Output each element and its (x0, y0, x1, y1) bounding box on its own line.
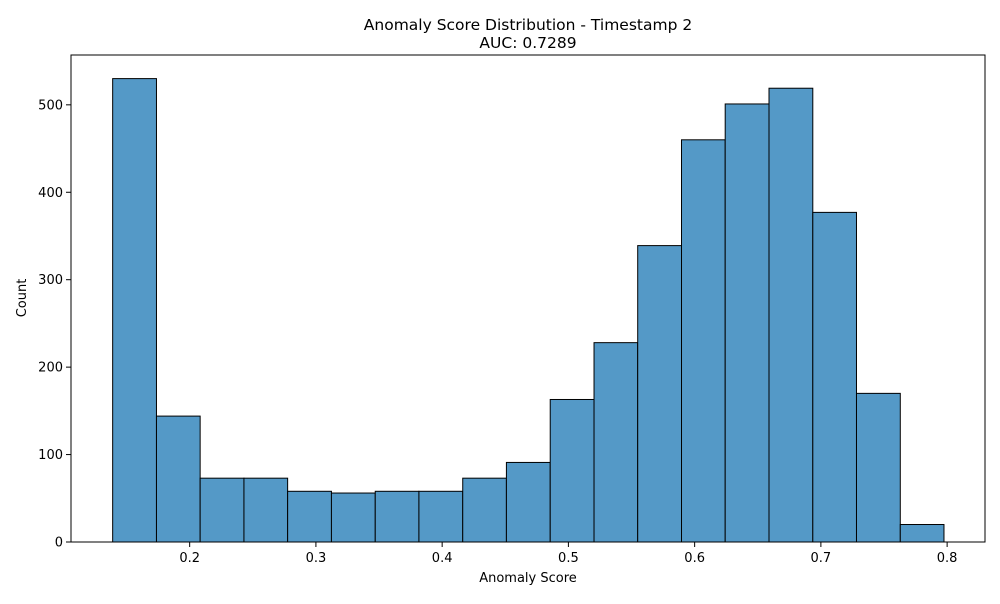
histogram-bar (330, 492, 376, 543)
histogram-bar (549, 398, 595, 543)
histogram-bar (462, 477, 507, 543)
x-tick-label: 0.8 (937, 551, 958, 566)
x-tick-label: 0.4 (432, 551, 453, 566)
y-tick-label: 300 (38, 273, 63, 288)
y-tick-label: 400 (38, 186, 63, 201)
histogram-bar (899, 524, 945, 543)
histogram-bar (637, 245, 683, 543)
histogram-bar (287, 490, 332, 543)
histogram-bar (199, 477, 245, 543)
y-tick-label: 200 (38, 361, 63, 376)
y-axis-label: Count (15, 279, 30, 318)
x-tick-label: 0.6 (684, 551, 705, 566)
x-tick-label: 0.7 (811, 551, 832, 566)
histogram-bar (593, 342, 639, 543)
x-tick-label: 0.5 (558, 551, 579, 566)
histogram-bar (505, 461, 551, 543)
chart-subtitle: AUC: 0.7289 (479, 34, 576, 52)
histogram-bar (812, 211, 857, 543)
histogram-bar (855, 392, 901, 543)
histogram-bar (112, 78, 157, 543)
x-axis: 0.2 0.3 0.4 0.5 0.6 0.7 0.8 (179, 542, 957, 566)
chart-title: Anomaly Score Distribution - Timestamp 2 (364, 16, 692, 34)
histogram-bar (155, 415, 201, 543)
y-tick-label: 0 (55, 536, 63, 551)
y-tick-label: 500 (38, 98, 63, 113)
x-tick-label: 0.3 (306, 551, 327, 566)
histogram-bar (681, 139, 726, 543)
histogram-bar (243, 477, 289, 543)
plot-frame (70, 54, 986, 543)
bars-layer (112, 78, 945, 543)
y-tick-label: 100 (38, 448, 63, 463)
histogram-bar (724, 103, 770, 543)
x-tick-label: 0.2 (179, 551, 200, 566)
histogram-bar (768, 87, 814, 543)
y-axis: 0 100 200 300 400 500 (38, 98, 71, 551)
x-axis-label: Anomaly Score (479, 571, 577, 586)
histogram-bar (418, 490, 464, 543)
histogram-bar (374, 490, 420, 543)
